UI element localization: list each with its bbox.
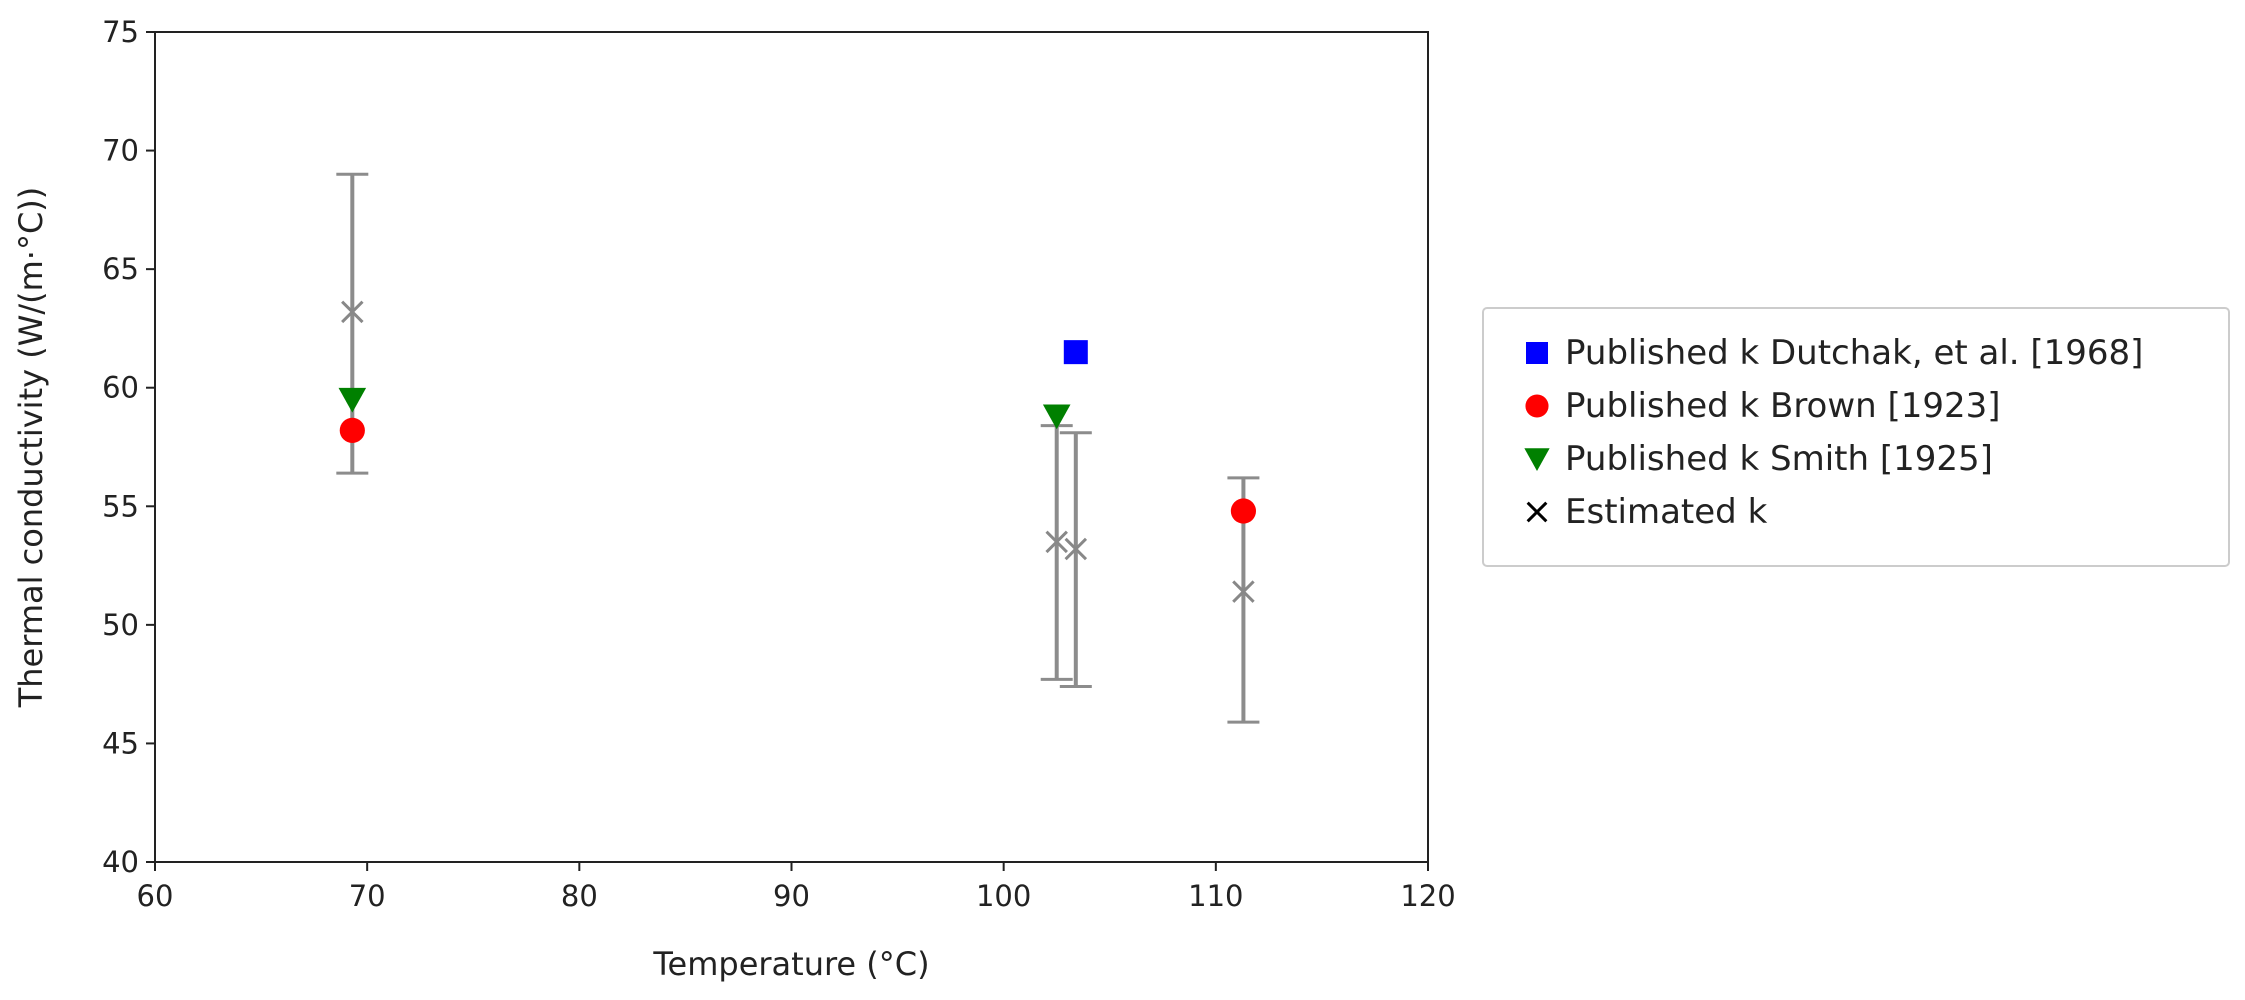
error-bars <box>336 172 1260 724</box>
data-markers <box>338 300 1257 603</box>
legend-label: Published k Smith [1925] <box>1565 439 1993 479</box>
x-tick-label: 90 <box>773 879 810 913</box>
y-tick-label: 40 <box>102 845 139 879</box>
legend-marker <box>1526 501 1548 523</box>
data-point <box>1232 580 1255 603</box>
legend-item: Published k Smith [1925] <box>1524 439 1993 479</box>
x-tick-label: 60 <box>137 879 174 913</box>
x-tick-label: 80 <box>561 879 598 913</box>
y-tick-label: 60 <box>102 371 139 405</box>
data-point <box>1230 498 1257 524</box>
data-point <box>1063 340 1088 365</box>
y-tick-label: 55 <box>102 489 139 523</box>
legend: Published k Dutchak, et al. [1968] Publis… <box>1482 307 2230 567</box>
x-axis-ticks: 60 70 80 90 100 110 120 <box>137 862 1456 913</box>
data-point <box>1042 404 1071 430</box>
y-tick-label: 65 <box>102 252 139 286</box>
legend-label: Estimated k <box>1565 492 1768 532</box>
y-tick-label: 50 <box>102 608 139 642</box>
x-tick-label: 70 <box>349 879 386 913</box>
legend-marker <box>1524 448 1550 472</box>
legend-item: Published k Dutchak, et al. [1968] <box>1526 333 2143 373</box>
legend-label: Published k Dutchak, et al. [1968] <box>1565 333 2143 373</box>
y-axis-title: Thermal conductivity (W/(m·°C)) <box>12 187 50 709</box>
x-tick-label: 120 <box>1400 879 1455 913</box>
error-bar <box>1059 431 1092 689</box>
plot-frame <box>154 31 1429 863</box>
x-tick-label: 100 <box>976 879 1031 913</box>
legend-item: Estimated k <box>1526 492 1768 532</box>
x-axis-title: Temperature (°C) <box>652 945 929 983</box>
y-axis-ticks: 40 45 50 55 60 65 70 75 <box>102 15 155 879</box>
legend-label: Published k Brown [1923] <box>1565 386 2001 426</box>
legend-item: Published k Brown [1923] <box>1525 386 2001 426</box>
legend-box <box>1482 307 2230 567</box>
data-point <box>338 387 367 413</box>
data-point <box>1064 537 1088 561</box>
plot-area: 60 70 80 90 100 110 120 40 45 50 55 60 65 70 75 <box>102 15 1456 913</box>
legend-marker <box>1525 394 1549 418</box>
x-tick-label: 110 <box>1188 879 1243 913</box>
y-tick-label: 45 <box>102 726 139 760</box>
error-bar <box>1040 424 1073 681</box>
data-point <box>339 417 365 443</box>
data-point <box>341 300 364 324</box>
legend-marker <box>1526 342 1548 364</box>
y-tick-label: 75 <box>102 15 139 49</box>
y-tick-label: 70 <box>102 134 139 168</box>
data-point <box>1045 530 1068 554</box>
